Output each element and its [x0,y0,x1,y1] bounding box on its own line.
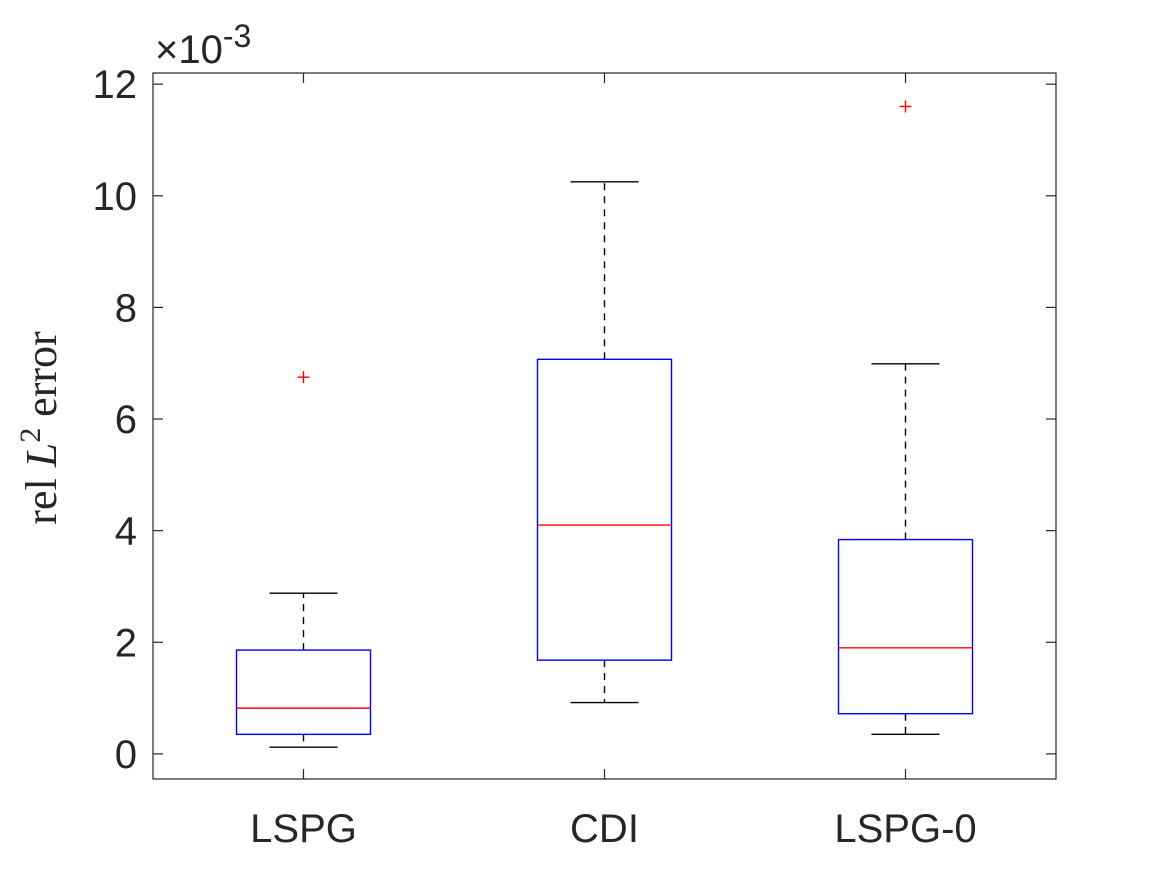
x-category-label: LSPG [250,807,357,851]
y-scale-multiplier: ×10-3 [155,18,251,72]
y-tick-label: 8 [115,286,137,330]
y-tick-label: 10 [93,175,138,219]
y-scale-exponent: -3 [223,18,251,54]
y-tick-label: 4 [115,510,137,554]
y-tick-label: 0 [115,733,137,777]
y-tick-label: 6 [115,398,137,442]
iqr-box [235,649,372,736]
x-category-label: CDI [570,807,639,851]
y-tick-label: 12 [93,63,138,107]
iqr-box [837,538,974,715]
x-category-label: LSPG-0 [834,807,976,851]
y-axis-label-suffix: error [17,331,66,428]
y-scale-mult: ×10 [155,28,223,72]
y-axis-label-prefix: rel [17,467,66,524]
plot-area: 0 2 4 6 8 10 12 LSPG CDI LSPG-0 [93,63,1057,851]
iqr-box [536,358,673,661]
y-axis-label: rel L2 error [14,331,66,525]
y-axis-label-symbol: L [17,443,66,468]
y-axis-label-superscript: 2 [14,428,47,443]
y-tick-label: 2 [115,621,137,665]
